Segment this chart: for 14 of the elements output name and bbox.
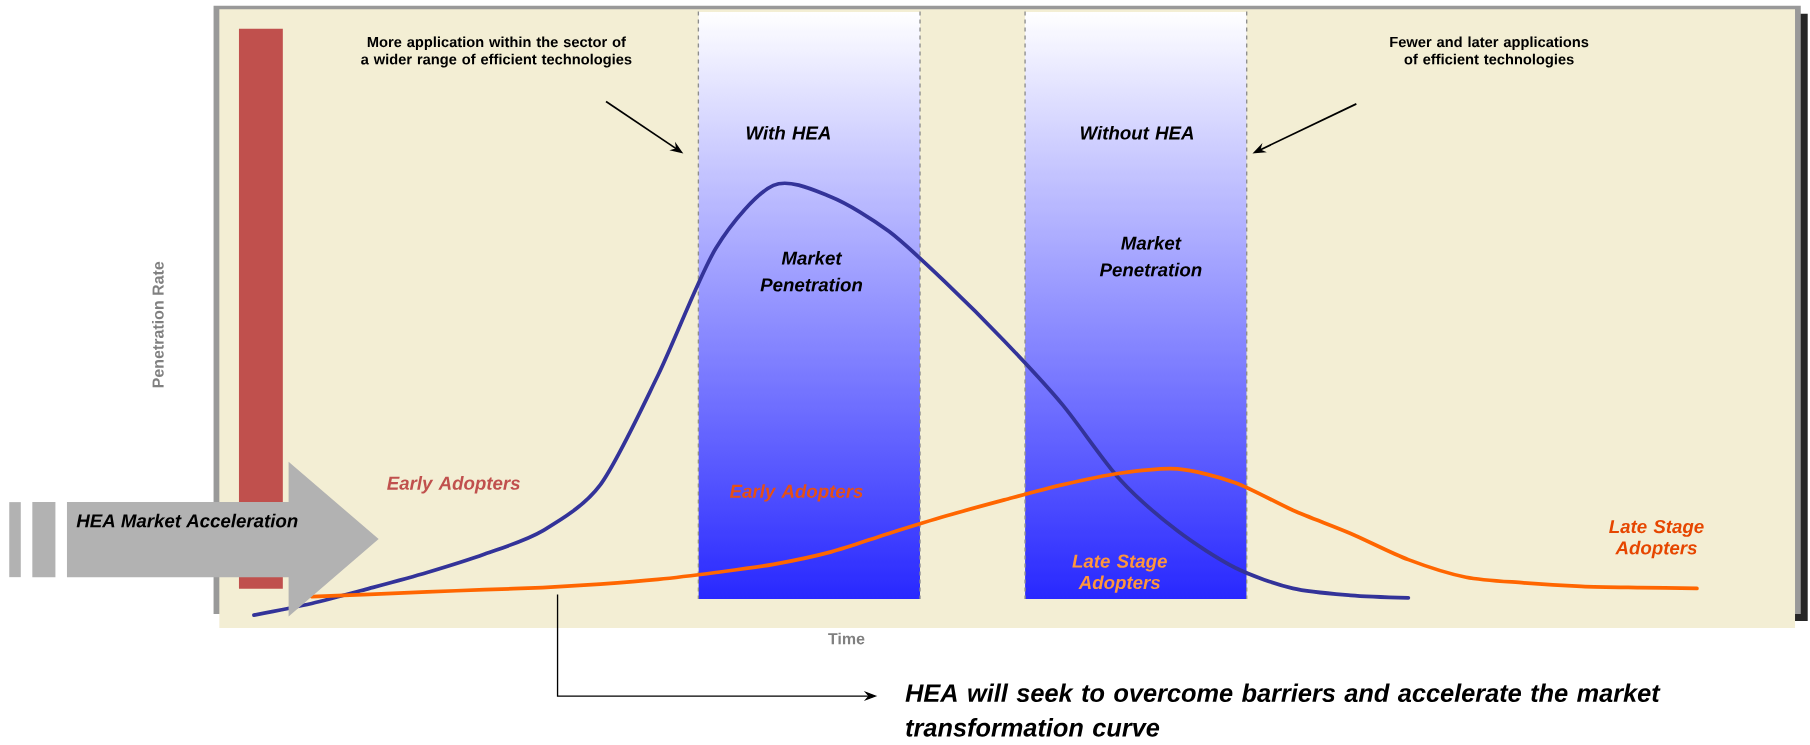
annotation: Early Adopters [387, 476, 520, 494]
x-axis-title: Time [828, 632, 865, 645]
text: HEA will seek to overcome barriers and accelerate the market transformation curve [905, 683, 1661, 737]
text: With HEA [746, 126, 831, 140]
text: Fewer and later applications of efficient technologies [1390, 36, 1589, 68]
text: Without HEA [1080, 126, 1194, 140]
annotation: Early Adopters [729, 484, 863, 502]
y-axis-title: Penetration Rate [152, 262, 164, 388]
annotation: Late Stage Adopters [1609, 520, 1704, 559]
annotation: Market Penetration [1099, 236, 1202, 277]
annotation: HEA Market Acceleration [76, 513, 298, 528]
text: More application within the sector of a wider range of efficient technologies [361, 36, 632, 68]
annotation: Market Penetration [760, 251, 863, 292]
annotation: Late Stage Adopters [1072, 554, 1167, 594]
